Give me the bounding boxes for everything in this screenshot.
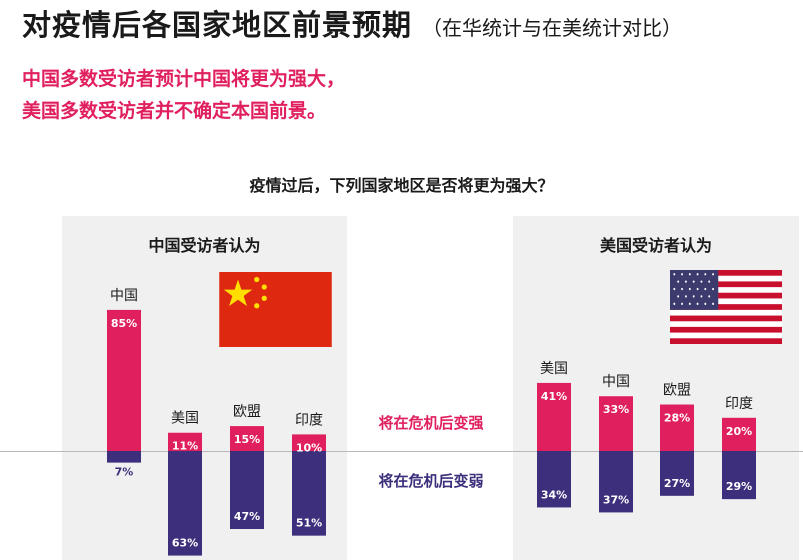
chart-question: 疫情过后，下列国家地区是否将更为强大？ [249, 176, 554, 195]
usa-value-weaker-0: 34% [541, 488, 567, 501]
usa-bar-weaker-0 [537, 451, 571, 508]
china-value-weaker-0: 7% [115, 466, 134, 479]
page-subtitle: （在华统计与在美统计对比） [422, 16, 683, 40]
zero-baseline [0, 451, 803, 452]
china-value-stronger-3: 10% [296, 441, 322, 454]
usa-category-label-2: 欧盟 [663, 383, 691, 399]
china-bar-stronger-3 [292, 434, 326, 451]
usa-bar-weaker-3 [722, 451, 756, 500]
usa-bar-stronger-3 [722, 417, 756, 451]
usa-category-label-3: 印度 [725, 396, 753, 412]
china-bar-weaker-3 [292, 451, 326, 536]
usa-category-label-1: 中国 [602, 374, 630, 390]
usa-value-stronger-2: 28% [664, 412, 690, 425]
china-bar-stronger-0 [107, 309, 141, 451]
china-category-label-1: 美国 [171, 411, 199, 427]
usa-value-weaker-2: 27% [664, 477, 690, 490]
page-title: 对疫情后各国家地区前景预期 （在华统计与在美统计对比） [22, 8, 683, 42]
usa-bar-stronger-0 [537, 382, 571, 451]
usa-value-weaker-3: 29% [726, 480, 752, 493]
usa-flag-icon [670, 270, 782, 344]
usa-bar-weaker-2 [660, 451, 694, 496]
china-value-weaker-1: 63% [172, 537, 198, 550]
china-bar-stronger-2 [230, 426, 264, 451]
china-bar-weaker-0 [107, 451, 141, 463]
headline-1: 中国多数受访者预计中国将更为强大， [22, 68, 346, 90]
usa-bar-stronger-2 [660, 404, 694, 451]
usa-bar-stronger-1 [599, 396, 633, 451]
china-value-stronger-2: 15% [234, 433, 260, 446]
china-flag-icon [219, 272, 332, 347]
china-panel-title: 中国受访者认为 [148, 236, 261, 255]
china-category-label-0: 中国 [110, 288, 138, 304]
legend-stronger: 将在危机后变强 [378, 414, 484, 432]
china-bar-weaker-2 [230, 451, 264, 530]
china-value-stronger-0: 85% [111, 317, 137, 330]
china-bar-weaker-1 [168, 451, 202, 556]
china-category-label-3: 印度 [295, 412, 323, 428]
china-value-stronger-1: 11% [172, 440, 198, 453]
usa-panel-title: 美国受访者认为 [599, 236, 712, 255]
usa-value-stronger-0: 41% [541, 390, 567, 403]
china-value-weaker-3: 51% [296, 517, 322, 530]
china-value-weaker-2: 47% [234, 510, 260, 523]
usa-value-stronger-3: 20% [726, 425, 752, 438]
usa-value-stronger-1: 33% [603, 403, 629, 416]
china-bar-stronger-1 [168, 432, 202, 451]
usa-category-label-0: 美国 [540, 361, 568, 377]
headline-2: 美国多数受访者并不确定本国前景。 [22, 100, 327, 122]
china-category-label-2: 欧盟 [233, 404, 261, 420]
usa-bar-weaker-1 [599, 451, 633, 513]
legend-weaker: 将在危机后变弱 [378, 472, 484, 490]
usa-value-weaker-1: 37% [603, 493, 629, 506]
